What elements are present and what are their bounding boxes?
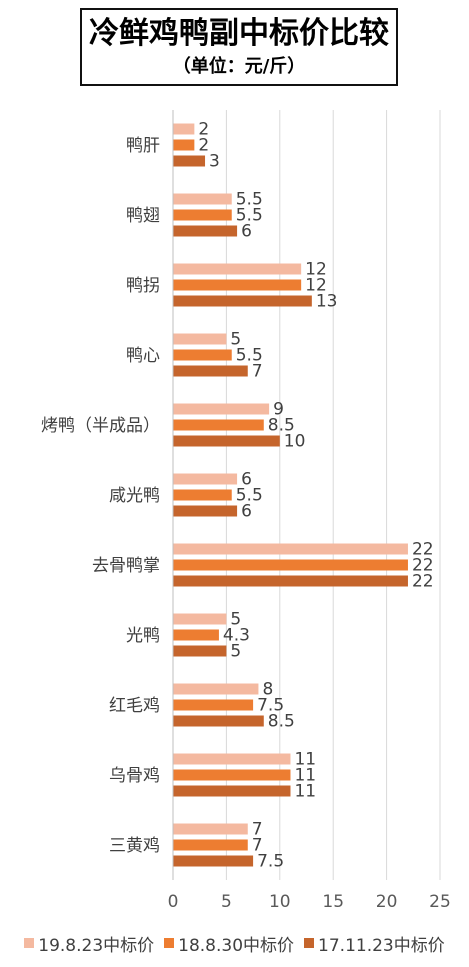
- bar: [173, 193, 232, 205]
- legend-item: 19.8.23中标价: [24, 931, 154, 956]
- bar: [173, 505, 238, 517]
- data-label: 5: [230, 330, 241, 350]
- bar: [173, 209, 232, 221]
- x-tick-label: 15: [322, 892, 344, 912]
- bar: [173, 683, 259, 695]
- category-label: 鸭肝: [126, 136, 160, 156]
- bar: [173, 225, 238, 237]
- category-label: 光鸭: [126, 626, 160, 646]
- bar: [173, 699, 254, 711]
- bar: [173, 613, 227, 625]
- data-label: 8.5: [268, 416, 295, 436]
- bar: [173, 333, 227, 345]
- bar: [173, 489, 232, 501]
- chart-title: 冷鲜鸡鸭副中标价比较: [89, 16, 389, 51]
- data-label: 7.5: [257, 696, 284, 716]
- bar: [173, 575, 408, 587]
- data-label: 10: [284, 432, 306, 452]
- bar: [173, 279, 302, 291]
- bar: [173, 715, 264, 727]
- bar: [173, 839, 248, 851]
- data-label: 12: [305, 276, 327, 296]
- legend-item: 18.8.30中标价: [164, 931, 294, 956]
- bar: [173, 263, 302, 275]
- data-label: 8.5: [268, 712, 295, 732]
- data-label: 5.5: [236, 486, 263, 506]
- data-label: 22: [412, 572, 434, 592]
- bar: [173, 855, 254, 867]
- data-label: 11: [294, 766, 316, 786]
- data-label: 8: [262, 680, 273, 700]
- bar: [173, 403, 270, 415]
- legend-label: 17.11.23中标价: [318, 935, 445, 956]
- bar: [173, 785, 291, 797]
- bar: [173, 769, 291, 781]
- category-label: 去骨鸭掌: [92, 556, 160, 576]
- data-label: 2: [198, 136, 209, 156]
- chart-title-box: 冷鲜鸡鸭副中标价比较 （单位：元/斤）: [80, 8, 398, 86]
- x-tick-label: 20: [376, 892, 398, 912]
- data-label: 11: [294, 750, 316, 770]
- x-tick-label: 5: [221, 892, 232, 912]
- bar: [173, 753, 291, 765]
- bar: [173, 645, 227, 657]
- data-label: 5.5: [236, 206, 263, 226]
- data-label: 7.5: [257, 852, 284, 872]
- bar: [173, 559, 408, 571]
- bar: [173, 139, 195, 151]
- x-tick-label: 0: [168, 892, 179, 912]
- category-label: 鸭翅: [126, 206, 160, 226]
- category-label: 红毛鸡: [109, 696, 160, 716]
- bar: [173, 295, 312, 307]
- category-label: 咸光鸭: [109, 486, 160, 506]
- data-label: 5: [230, 610, 241, 630]
- x-tick-label: 10: [269, 892, 291, 912]
- x-tick-label: 25: [429, 892, 451, 912]
- category-label: 乌骨鸡: [109, 766, 160, 786]
- data-label: 7: [252, 820, 263, 840]
- data-label: 9: [273, 400, 284, 420]
- legend-swatch: [24, 938, 35, 948]
- data-label: 22: [412, 540, 434, 560]
- data-label: 2: [198, 120, 209, 140]
- bar: [173, 349, 232, 361]
- data-label: 7: [252, 362, 263, 382]
- data-label: 5.5: [236, 190, 263, 210]
- data-label: 4.3: [223, 626, 250, 646]
- bar: [173, 543, 408, 555]
- bar: [173, 435, 280, 447]
- bar: [173, 473, 238, 485]
- legend-label: 18.8.30中标价: [178, 935, 295, 956]
- data-label: 11: [294, 782, 316, 802]
- data-label: 5: [230, 642, 241, 662]
- data-label: 5.5: [236, 346, 263, 366]
- bar: [173, 419, 264, 431]
- data-label: 7: [252, 836, 263, 856]
- legend-item: 17.11.23中标价: [304, 931, 445, 956]
- legend-swatch: [164, 938, 175, 948]
- category-label: 鸭拐: [126, 276, 160, 296]
- category-label: 鸭心: [126, 346, 160, 366]
- data-label: 6: [241, 222, 252, 242]
- legend: 19.8.23中标价 18.8.30中标价 17.11.23中标价: [0, 928, 469, 958]
- bar: [173, 155, 206, 167]
- bar: [173, 123, 195, 135]
- bar: [173, 629, 219, 641]
- bar: [173, 823, 248, 835]
- data-label: 3: [209, 152, 220, 172]
- data-label: 13: [316, 292, 338, 312]
- legend-label: 19.8.23中标价: [38, 935, 155, 956]
- bar: [173, 365, 248, 377]
- data-label: 22: [412, 556, 434, 576]
- data-label: 12: [305, 260, 327, 280]
- data-label: 6: [241, 470, 252, 490]
- chart-subtitle: （单位：元/斤）: [172, 56, 306, 77]
- category-label: 三黄鸡: [109, 836, 160, 856]
- category-label: 烤鸭（半成品）: [41, 416, 160, 436]
- data-label: 6: [241, 502, 252, 522]
- legend-swatch: [304, 938, 315, 948]
